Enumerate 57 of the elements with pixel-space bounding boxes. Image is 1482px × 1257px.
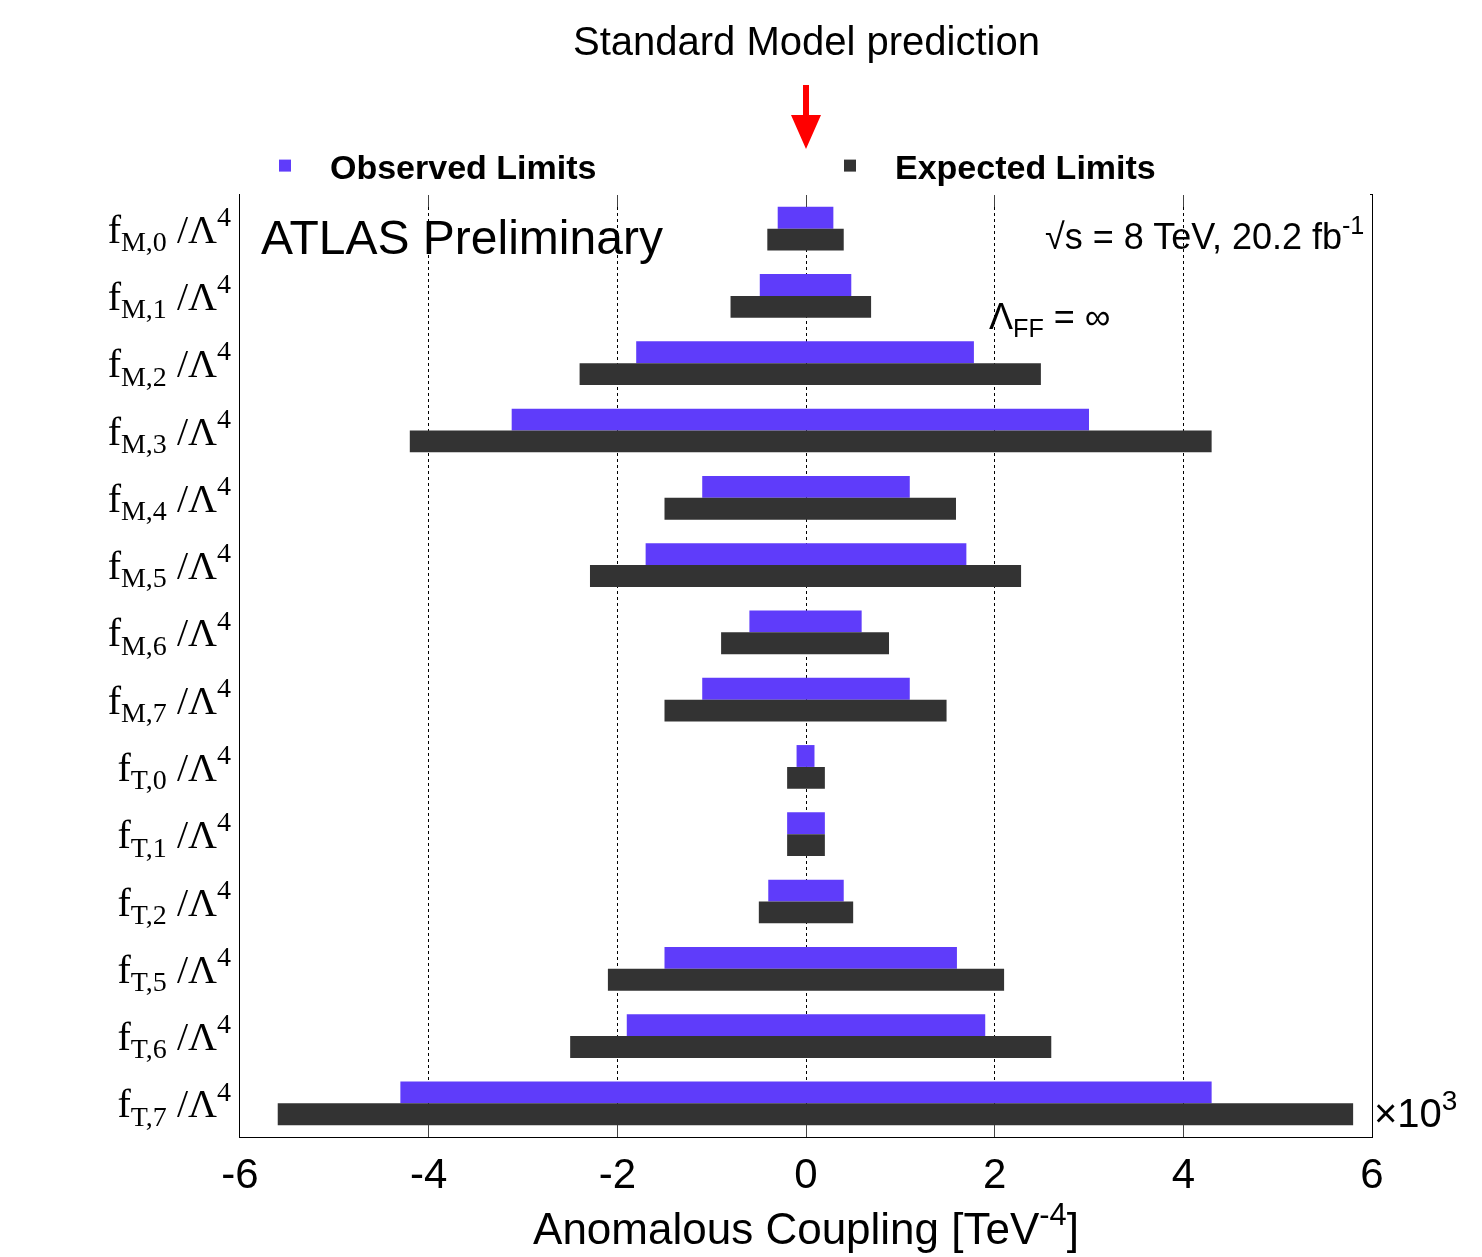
bar xyxy=(777,206,834,229)
x-tick-label: -6 xyxy=(221,1150,259,1198)
bar xyxy=(645,543,967,566)
text: Standard Model prediction xyxy=(573,19,1040,63)
y-tick-label: f$_{M,0}$ /Λ$^{4}$ xyxy=(107,200,231,258)
bar xyxy=(749,610,862,633)
x-axis-title: Anomalous Coupling [TeV$^{-4}$] xyxy=(533,1197,1079,1253)
bar xyxy=(664,946,957,969)
bar xyxy=(758,901,854,924)
bar xyxy=(721,632,890,655)
y-tick-label: f$_{T,2}$ /Λ$^{4}$ xyxy=(117,873,231,930)
y-tick-label: f$_{T,6}$ /Λ$^{4}$ xyxy=(117,1008,231,1065)
bar xyxy=(759,274,852,296)
bar xyxy=(664,497,956,520)
y-tick-label: f$_{M,5}$ /Λ$^{4}$ xyxy=(107,537,231,594)
bar xyxy=(730,295,872,318)
bar xyxy=(626,1014,986,1037)
x-tick-label: 2 xyxy=(982,1150,1007,1198)
bar xyxy=(702,475,910,498)
bar xyxy=(589,565,1022,587)
annotation: ATLAS Preliminary xyxy=(261,211,663,264)
bar xyxy=(787,766,825,789)
bar xyxy=(664,699,947,722)
y-tick-label: f$_{T,7}$ /Λ$^{4}$ xyxy=(117,1075,231,1132)
bar xyxy=(787,812,825,835)
bar xyxy=(409,430,1212,453)
bar xyxy=(277,1103,1354,1126)
legend-label: Observed Limits xyxy=(330,147,597,186)
x-tick-label: 4 xyxy=(1171,1150,1196,1198)
x-tick-label: 0 xyxy=(794,1150,818,1198)
y-tick-label: f$_{M,6}$ /Λ$^{4}$ xyxy=(107,604,231,661)
annotation: √s = 8 TeV, 20.2 fb$^{-1}$ xyxy=(1045,211,1365,258)
bar xyxy=(400,1081,1212,1104)
bar xyxy=(702,677,910,700)
y-tick-label: f$_{T,1}$ /Λ$^{4}$ xyxy=(117,806,231,863)
y-tick-label: f$_{M,3}$ /Λ$^{4}$ xyxy=(107,402,231,459)
bar xyxy=(787,834,825,857)
bar xyxy=(607,968,1005,991)
annotation: Λ$_{FF}$ = ∞ xyxy=(989,296,1111,342)
y-tick-label: f$_{M,4}$ /Λ$^{4}$ xyxy=(107,469,231,527)
y-tick-label: f$_{M,1}$ /Λ$^{4}$ xyxy=(107,268,231,325)
x-tick-label: 6 xyxy=(1360,1150,1384,1198)
bar xyxy=(796,745,815,767)
x-tick-label: -2 xyxy=(598,1150,637,1198)
y-tick-label: f$_{M,7}$ /Λ$^{4}$ xyxy=(107,671,231,729)
y-tick-label: f$_{T,0}$ /Λ$^{4}$ xyxy=(117,739,231,796)
y-tick-label: f$_{M,2}$ /Λ$^{4}$ xyxy=(107,335,231,392)
bar xyxy=(767,228,844,251)
x-tick-label: -4 xyxy=(409,1150,448,1198)
bar xyxy=(768,879,844,902)
bar xyxy=(636,341,974,364)
bar xyxy=(511,408,1089,431)
bar xyxy=(570,1036,1052,1058)
y-tick-label: f$_{T,5}$ /Λ$^{4}$ xyxy=(117,940,231,998)
legend-label: Expected Limits xyxy=(895,147,1156,186)
text: ×10$^{3}$ xyxy=(1374,1085,1458,1135)
bar xyxy=(579,363,1041,386)
